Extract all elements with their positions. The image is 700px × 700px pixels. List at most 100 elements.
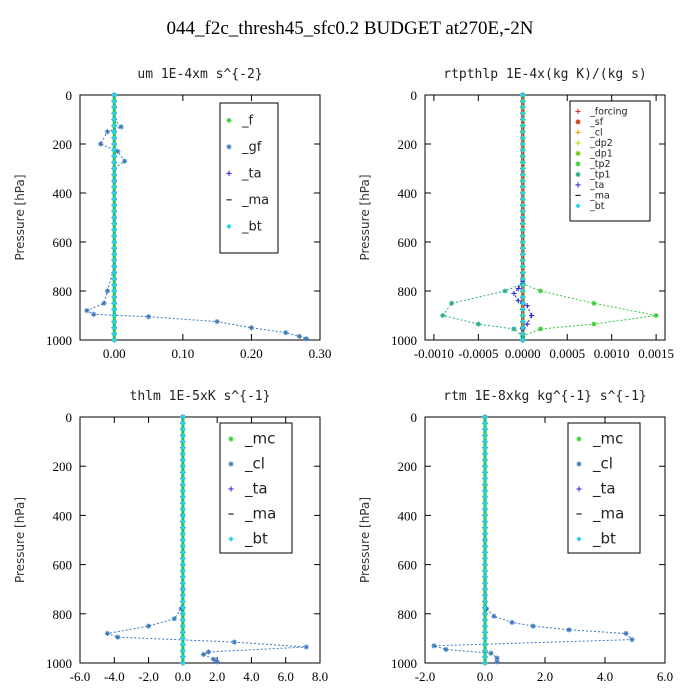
- data-point: [520, 227, 526, 233]
- legend-entry: _dp1: [575, 148, 613, 159]
- data-point: [111, 276, 117, 282]
- data-point: [283, 330, 289, 336]
- y-axis-label: Pressure [hPa]: [358, 497, 372, 583]
- data-point: [576, 486, 582, 492]
- data-point: [431, 643, 437, 649]
- x-tick-label: 2.0: [209, 669, 225, 684]
- data-point: [575, 161, 581, 167]
- data-point: [180, 654, 186, 660]
- data-point: [104, 630, 111, 637]
- legend-entry: _tp2: [575, 159, 611, 170]
- y-tick-label: 1000: [391, 333, 417, 348]
- data-point: [180, 598, 186, 605]
- x-tick-label: 0.0: [175, 669, 191, 684]
- data-point: [482, 414, 488, 420]
- data-point: [180, 445, 186, 451]
- legend-entry: _ma: [226, 193, 269, 208]
- data-point: [520, 294, 526, 300]
- data-point: [180, 549, 186, 555]
- legend-label: _ma: [244, 505, 276, 524]
- legend-entry: _mc: [576, 430, 623, 449]
- series-line: [105, 417, 307, 663]
- data-point: [529, 312, 535, 319]
- data-point: [502, 288, 508, 294]
- series-line: [441, 95, 524, 340]
- y-tick-label: 200: [53, 137, 73, 152]
- data-point: [231, 639, 237, 645]
- y-tick-label: 600: [398, 558, 418, 573]
- data-point: [520, 110, 526, 116]
- data-point: [180, 641, 186, 648]
- data-point: [111, 190, 117, 196]
- data-point: [111, 251, 117, 257]
- data-point: [248, 325, 255, 331]
- legend-label: _bt: [241, 219, 262, 234]
- data-point: [520, 300, 526, 306]
- data-point: [482, 494, 488, 500]
- data-point: [111, 208, 117, 214]
- data-point: [180, 605, 186, 611]
- data-point: [520, 104, 526, 110]
- data-point: [520, 129, 526, 135]
- data-point: [91, 311, 97, 317]
- data-point: [520, 257, 526, 263]
- data-point: [482, 488, 488, 494]
- x-tick-label: 0.30: [309, 346, 332, 361]
- data-point: [111, 135, 117, 141]
- x-tick-label: 8.0: [312, 669, 328, 684]
- data-point: [228, 486, 234, 492]
- data-point: [520, 325, 526, 331]
- data-point: [524, 303, 530, 309]
- data-point: [180, 512, 186, 518]
- data-point: [653, 312, 659, 319]
- legend: _forcing_sf_cl_dp2_dp1_tp2_tp1_ta_ma_bt: [569, 100, 651, 222]
- data-point: [530, 623, 536, 629]
- data-point: [111, 110, 117, 116]
- data-point: [482, 482, 488, 488]
- data-point: [575, 182, 581, 188]
- legend-label: _f: [241, 113, 254, 128]
- data-point: [111, 92, 117, 98]
- x-tick-label: 0.0010: [594, 346, 630, 361]
- data-point: [111, 306, 117, 312]
- y-tick-label: 400: [53, 186, 73, 201]
- data-point: [121, 158, 128, 164]
- legend: _mc _cl _ta _ma _bt: [567, 422, 641, 554]
- data-point: [180, 635, 186, 641]
- x-tick-label: 2.0: [537, 669, 553, 684]
- legend-entry: _cl: [576, 455, 613, 474]
- data-point: [180, 414, 186, 420]
- y-tick-label: 0: [66, 88, 73, 103]
- data-point: [482, 420, 488, 426]
- data-point: [482, 629, 488, 635]
- data-point: [180, 586, 186, 592]
- data-point: [520, 92, 526, 98]
- data-point: [575, 171, 581, 177]
- data-point: [520, 337, 526, 343]
- legend-label: _tp2: [589, 159, 611, 170]
- data-point: [511, 290, 517, 297]
- x-tick-label: 0.10: [171, 346, 194, 361]
- data-point: [494, 659, 500, 665]
- figure-title: 044_f2c_thresh45_sfc0.2 BUDGET at270E,-2…: [166, 18, 534, 39]
- data-point: [491, 613, 497, 619]
- legend-label: _dp2: [589, 138, 613, 149]
- data-point: [475, 321, 481, 327]
- data-point: [575, 129, 581, 135]
- x-tick-label: 0.0015: [638, 346, 674, 361]
- x-tick-label: -0.0005: [458, 346, 498, 361]
- data-point: [180, 506, 186, 512]
- series-bt: [180, 414, 186, 666]
- data-point: [171, 616, 177, 622]
- data-point: [520, 159, 526, 165]
- data-point: [180, 648, 186, 654]
- data-point: [180, 457, 186, 463]
- data-point: [520, 116, 526, 123]
- data-point: [440, 312, 446, 319]
- data-point: [111, 227, 117, 233]
- plot-frame: [79, 416, 321, 664]
- data-point: [111, 325, 117, 331]
- legend-entry: _bt: [226, 219, 262, 234]
- x-tick-label: 0.0: [477, 669, 493, 684]
- y-tick-label: 800: [53, 284, 73, 299]
